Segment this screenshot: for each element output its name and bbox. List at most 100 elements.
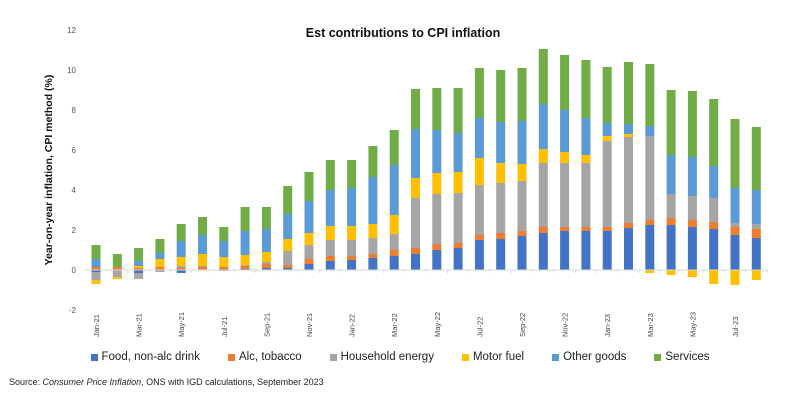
- bar-stack-Nov-22: [560, 55, 570, 270]
- bar-segment: [687, 227, 697, 270]
- bar-segment: [134, 266, 144, 268]
- bar-segment: [517, 231, 527, 236]
- bar-segment: [666, 270, 676, 275]
- bar-segment: [624, 62, 633, 124]
- bar-stack-Feb-23: [624, 62, 633, 270]
- bar-segment: [219, 267, 229, 270]
- bar-segment: [347, 256, 357, 260]
- bar-segment: [517, 121, 527, 164]
- x-tick-label: Mar-23: [646, 313, 655, 337]
- bar-segment: [432, 88, 442, 130]
- bar-segment: [198, 254, 207, 266]
- bar-stack-Nov-21: [304, 172, 314, 270]
- bar-stack-Oct-22: [538, 49, 548, 270]
- bar-segment: [602, 67, 612, 123]
- bar-segment: [432, 173, 442, 194]
- bars: [91, 49, 761, 285]
- bar-segment: [602, 141, 612, 227]
- bar-segment: [389, 130, 399, 165]
- bar-segment: [261, 207, 271, 229]
- bar-segment: [283, 268, 293, 270]
- bar-segment: [134, 261, 144, 266]
- bar-segment: [304, 259, 314, 264]
- bar-segment: [666, 155, 676, 194]
- bar-segment: [283, 214, 293, 239]
- x-tick-label: Jul-21: [220, 317, 229, 337]
- bar-segment: [453, 248, 463, 270]
- bar-segment: [347, 188, 357, 226]
- bar-segment: [176, 257, 186, 266]
- bar-segment: [347, 226, 357, 240]
- bar-segment: [751, 270, 761, 280]
- bar-segment: [198, 217, 207, 235]
- bar-segment: [453, 133, 463, 172]
- bar-stack-Apr-23: [666, 90, 676, 275]
- bar-stack-Mar-23: [645, 64, 655, 273]
- bar-segment: [134, 270, 144, 273]
- bar-segment: [368, 254, 378, 258]
- bar-segment: [411, 129, 420, 178]
- bar-segment: [91, 267, 101, 270]
- bar-segment: [368, 258, 378, 270]
- bar-segment: [602, 123, 612, 136]
- source-suffix: , ONS with IGD calculations, September 2…: [141, 377, 324, 387]
- bar-stack-May-22: [432, 88, 442, 270]
- bar-segment: [474, 240, 484, 270]
- bar-segment: [474, 235, 484, 240]
- bar-segment: [240, 266, 250, 269]
- bar-segment: [496, 122, 506, 163]
- bar-segment: [687, 220, 697, 227]
- bar-stack-Aug-22: [496, 70, 506, 270]
- bar-segment: [283, 239, 293, 251]
- bar-stack-Apr-21: [155, 239, 165, 272]
- bar-segment: [730, 223, 740, 227]
- bar-segment: [581, 155, 591, 163]
- bar-segment: [730, 188, 740, 223]
- bar-segment: [176, 268, 186, 270]
- legend-swatch-services: [654, 353, 662, 361]
- bar-segment: [325, 226, 335, 240]
- bar-stack-Jul-23: [730, 119, 740, 285]
- bar-segment: [134, 273, 144, 279]
- bar-segment: [176, 241, 186, 257]
- bar-segment: [240, 265, 250, 266]
- bar-segment: [91, 270, 101, 272]
- bar-stack-May-21: [176, 224, 186, 273]
- bar-segment: [155, 267, 165, 270]
- bar-segment: [645, 64, 655, 126]
- bar-segment: [283, 186, 293, 214]
- x-tick-label: Jul-22: [475, 317, 484, 337]
- bar-segment: [432, 130, 442, 173]
- legend-swatch-other: [552, 353, 560, 361]
- x-tick-label: Mar-22: [390, 313, 399, 337]
- x-tick-label: Jan-22: [348, 314, 357, 337]
- y-tick-label: -2: [69, 306, 77, 315]
- bar-segment: [666, 194, 676, 218]
- bar-stack-Feb-21: [112, 254, 122, 279]
- bar-segment: [176, 266, 186, 268]
- bar-segment: [411, 198, 420, 248]
- bar-segment: [474, 185, 484, 235]
- x-tick-label: Jul-23: [731, 317, 740, 337]
- bar-segment: [304, 201, 314, 233]
- bar-segment: [560, 227, 570, 231]
- source-note: Source: Consumer Price Inflation, ONS wi…: [9, 377, 324, 387]
- y-tick-label: 8: [72, 106, 77, 115]
- bar-segment: [411, 178, 420, 198]
- bar-segment: [219, 227, 229, 241]
- bar-segment: [666, 218, 676, 225]
- bar-segment: [751, 238, 761, 270]
- bar-segment: [304, 245, 314, 259]
- bar-segment: [496, 183, 506, 233]
- bar-segment: [666, 225, 676, 270]
- legend-swatch-energy: [329, 353, 337, 361]
- y-tick-label: 4: [72, 186, 77, 195]
- bar-segment: [304, 264, 314, 270]
- bar-segment: [325, 261, 335, 270]
- bar-segment: [645, 136, 655, 220]
- bar-segment: [581, 163, 591, 227]
- bar-segment: [624, 134, 633, 137]
- bar-segment: [91, 272, 101, 280]
- bar-segment: [517, 236, 527, 270]
- bar-segment: [368, 177, 378, 224]
